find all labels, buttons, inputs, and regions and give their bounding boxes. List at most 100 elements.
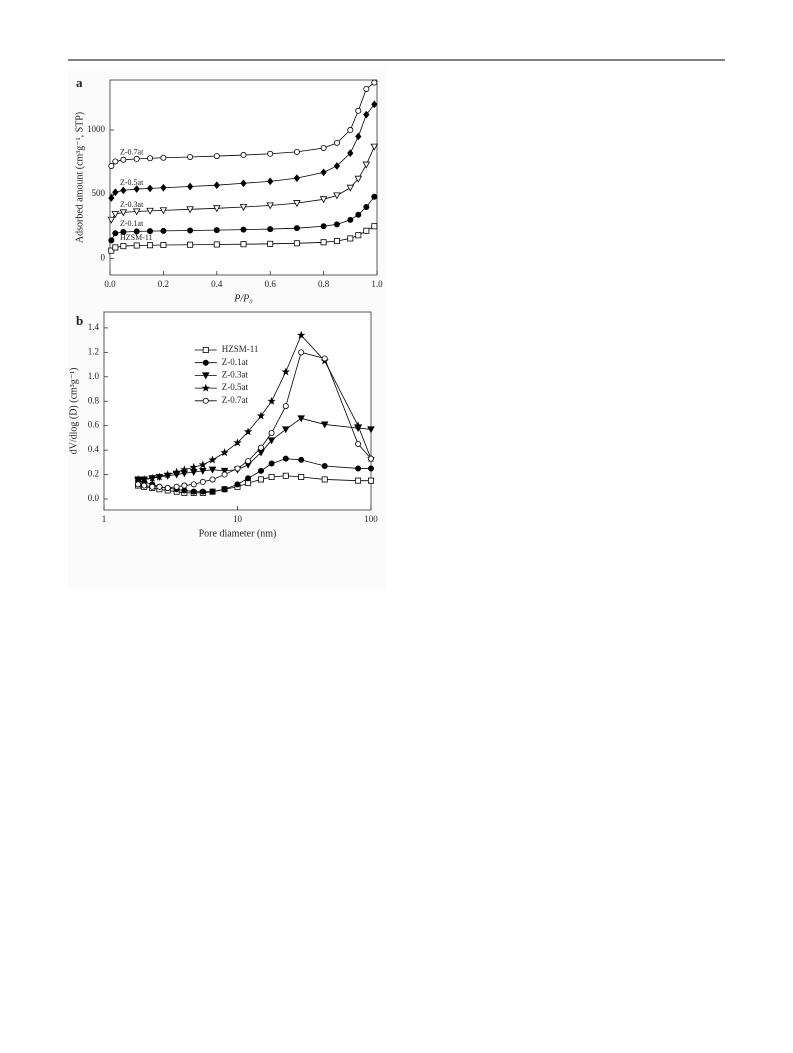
marker xyxy=(186,206,194,214)
marker xyxy=(160,154,167,161)
marker xyxy=(112,230,119,237)
marker xyxy=(202,397,209,404)
marker xyxy=(240,226,247,233)
marker xyxy=(333,238,340,245)
marker xyxy=(201,383,210,392)
marker xyxy=(245,458,252,465)
marker xyxy=(268,429,275,436)
marker xyxy=(320,239,327,246)
marker xyxy=(198,460,208,469)
x-tick-label: 0.0 xyxy=(104,279,116,289)
marker xyxy=(213,181,220,190)
y-tick-label: 1.0 xyxy=(88,371,100,381)
marker xyxy=(147,242,154,249)
marker xyxy=(282,403,289,410)
marker xyxy=(202,346,209,353)
marker xyxy=(268,460,275,467)
marker xyxy=(320,168,327,177)
marker xyxy=(355,107,362,114)
marker xyxy=(163,470,172,479)
x-tick-label: 0.2 xyxy=(158,279,169,289)
marker xyxy=(119,209,128,217)
legend-label: Z-0.1at xyxy=(222,357,249,367)
marker xyxy=(363,85,370,92)
marker xyxy=(321,476,328,483)
legend-label: Z-0.3at xyxy=(222,369,249,379)
marker xyxy=(267,240,274,247)
series-label: Z-0.7at xyxy=(120,147,144,156)
legend-label: Z-0.7at xyxy=(222,395,249,405)
y-tick-label: 0.4 xyxy=(88,444,100,454)
marker xyxy=(371,193,378,200)
marker xyxy=(346,184,355,192)
marker xyxy=(320,144,327,151)
marker xyxy=(240,241,247,248)
marker xyxy=(111,211,120,219)
marker xyxy=(258,467,265,474)
marker xyxy=(347,149,354,157)
marker xyxy=(267,226,274,233)
marker xyxy=(355,440,362,447)
marker xyxy=(297,330,306,339)
marker xyxy=(120,186,127,195)
y-tick-label: 0.0 xyxy=(88,493,100,503)
marker xyxy=(293,240,300,247)
marker xyxy=(267,437,276,445)
marker xyxy=(268,473,275,480)
marker xyxy=(220,467,229,475)
marker xyxy=(321,355,328,362)
marker xyxy=(186,182,194,191)
marker xyxy=(297,415,305,423)
marker xyxy=(347,127,354,134)
marker xyxy=(293,148,300,155)
y-axis-label: dV/dlog (D) (cm³g⁻¹) xyxy=(68,368,79,455)
marker xyxy=(149,483,156,490)
marker xyxy=(353,421,363,430)
marker xyxy=(160,241,167,248)
marker xyxy=(243,427,253,436)
marker xyxy=(189,462,198,471)
marker xyxy=(371,79,378,86)
marker xyxy=(363,110,370,119)
marker xyxy=(181,487,188,494)
marker xyxy=(172,467,181,476)
marker xyxy=(281,367,290,376)
x-tick-label: 1.0 xyxy=(371,279,383,289)
x-tick-label: 100 xyxy=(364,514,378,524)
y-tick-label: 0 xyxy=(101,252,106,262)
marker xyxy=(282,426,290,434)
marker xyxy=(156,483,163,490)
marker xyxy=(133,155,140,162)
marker xyxy=(190,488,197,495)
legend-label: HZSM-11 xyxy=(222,344,259,354)
marker xyxy=(108,194,115,202)
marker xyxy=(159,207,168,215)
marker xyxy=(298,456,305,463)
y-tick-label: 1000 xyxy=(87,124,106,134)
marker xyxy=(108,237,115,244)
y-tick-label: 500 xyxy=(92,188,106,198)
marker xyxy=(363,227,370,234)
marker xyxy=(181,482,188,489)
marker xyxy=(187,227,194,234)
panel-label: a xyxy=(76,75,83,90)
marker xyxy=(107,216,116,224)
marker xyxy=(112,244,119,251)
marker xyxy=(266,202,274,210)
marker xyxy=(208,455,217,464)
marker xyxy=(141,482,148,489)
marker xyxy=(202,359,209,366)
series-label: Z-0.3at xyxy=(120,200,144,209)
marker xyxy=(233,438,242,447)
marker xyxy=(298,349,305,356)
marker xyxy=(189,469,198,477)
marker xyxy=(135,481,142,488)
x-axis-label: Pore diameter (nm) xyxy=(199,528,277,539)
marker xyxy=(362,161,371,169)
marker xyxy=(208,466,217,474)
series-label: HZSM-11 xyxy=(120,233,153,242)
marker xyxy=(240,152,247,159)
marker xyxy=(363,204,370,211)
marker xyxy=(370,143,379,151)
marker xyxy=(221,486,228,493)
